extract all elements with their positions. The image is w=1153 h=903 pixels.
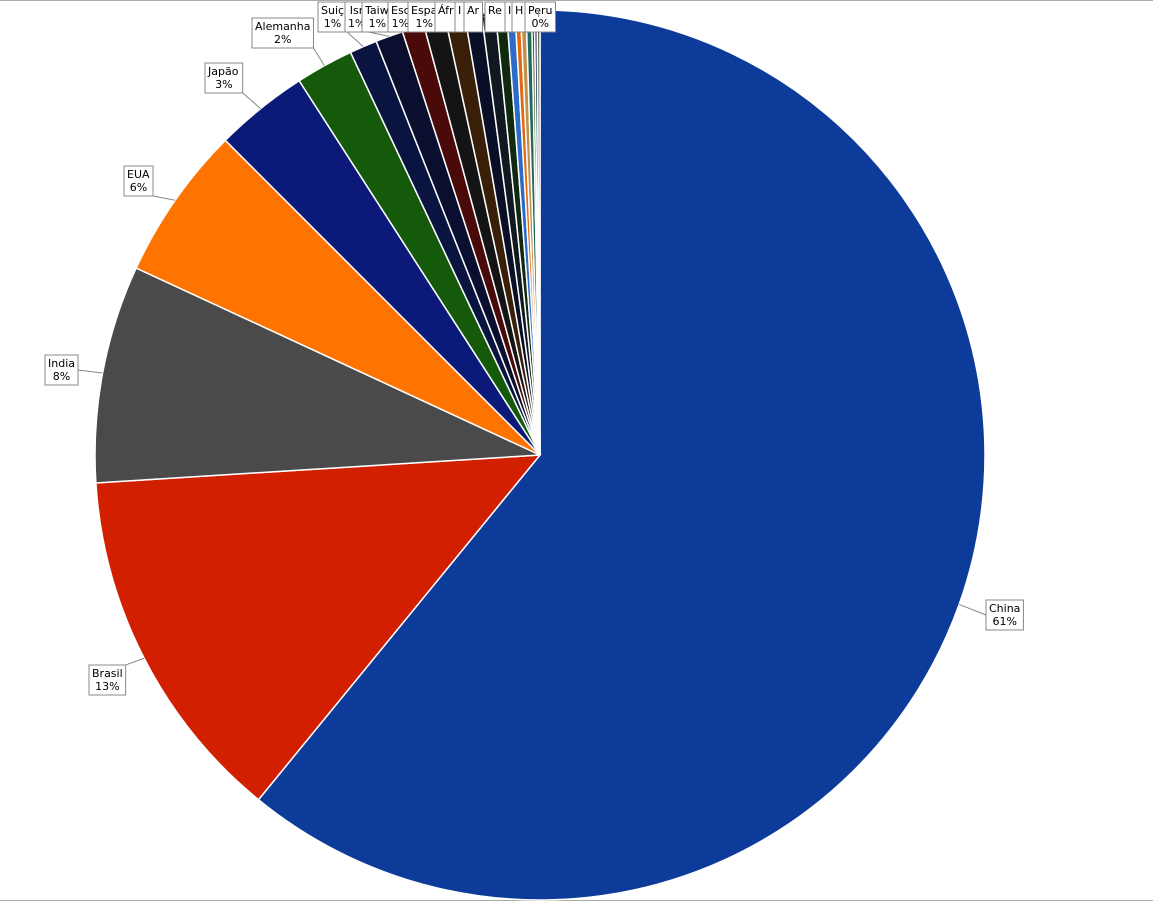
label-name: EUA (127, 168, 150, 181)
label-value: 2% (274, 33, 291, 46)
label-box (251, 17, 314, 49)
label-name: H (515, 4, 523, 17)
label-value: 8% (53, 370, 70, 383)
label-name: Suiç (321, 4, 344, 17)
label-name: India (48, 357, 75, 370)
pie-slice (94, 267, 541, 484)
label-box (204, 62, 244, 94)
label-value: 1% (415, 17, 432, 30)
pie-slice (257, 9, 986, 901)
label-name: Japão (207, 65, 239, 78)
leader-line (125, 657, 145, 666)
label-name: Re (488, 4, 502, 17)
label-name: Taiw (364, 4, 389, 17)
label-box (524, 1, 557, 33)
leader-line (958, 603, 987, 616)
label-name: Peru (528, 4, 553, 17)
label-name: Brasil (92, 667, 123, 680)
label-value: 1% (324, 17, 341, 30)
data-label: Ar (463, 1, 502, 33)
label-value: 1% (392, 17, 409, 30)
pie-slice (95, 454, 542, 801)
label-value: 13% (95, 680, 119, 693)
leader-line (152, 195, 176, 201)
label-value: 61% (992, 615, 1016, 628)
label-box (123, 165, 154, 197)
label-value: 0% (532, 17, 549, 30)
leader-line (242, 92, 262, 109)
leader-line (77, 369, 103, 374)
label-name: Alemanha (255, 20, 311, 33)
label-value: 6% (130, 181, 147, 194)
label-name: Espa (411, 4, 437, 17)
leader-line (368, 31, 390, 37)
pie-slice (135, 139, 541, 456)
label-name: Áfri (438, 4, 457, 17)
label-name: I (508, 4, 511, 17)
label-box (88, 664, 127, 696)
leader-line (313, 47, 325, 66)
label-box (985, 599, 1024, 631)
label-name: Isr (350, 4, 364, 17)
label-name: Esc (391, 4, 410, 17)
label-value: 1% (348, 17, 365, 30)
label-value: 1% (369, 17, 386, 30)
label-box (317, 1, 348, 33)
label-name: I (458, 4, 461, 17)
label-name: Ar (467, 4, 480, 17)
label-name: China (989, 602, 1020, 615)
leader-line (346, 31, 364, 47)
label-value: 3% (215, 78, 232, 91)
